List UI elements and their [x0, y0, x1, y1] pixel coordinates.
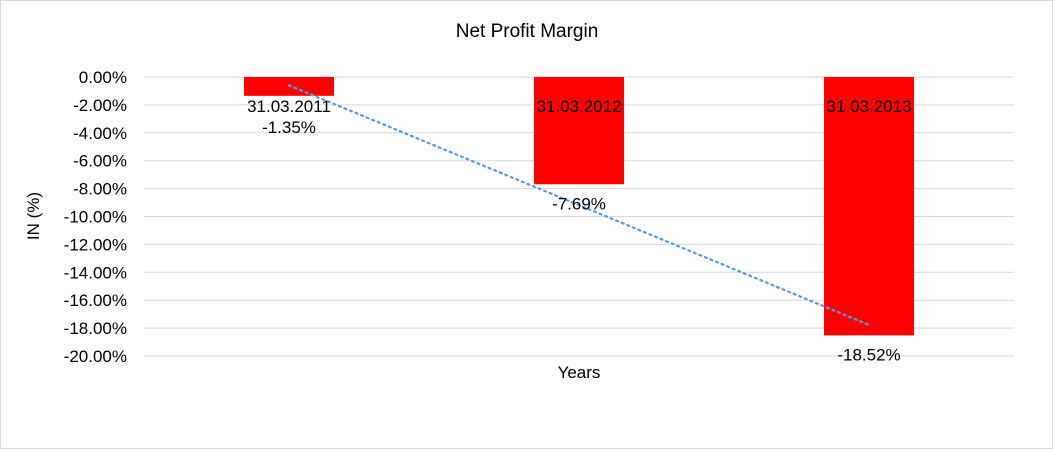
y-tick-label: -10.00%	[64, 208, 127, 227]
y-tick-label: 0.00%	[79, 68, 127, 87]
y-tick-label: -6.00%	[73, 152, 127, 171]
x-axis-label: Years	[558, 363, 601, 382]
y-tick-label: -2.00%	[73, 96, 127, 115]
data-label: -18.52%	[837, 345, 900, 364]
y-axis-label: IN (%)	[24, 192, 43, 240]
data-label: -1.35%	[262, 118, 316, 137]
y-tick-label: -16.00%	[64, 291, 127, 310]
y-tick-label: -18.00%	[64, 319, 127, 338]
y-tick-label: -8.00%	[73, 180, 127, 199]
y-tick-label: -20.00%	[64, 347, 127, 366]
chart-title: Net Profit Margin	[456, 21, 599, 42]
category-label: 31.03.2011	[247, 97, 331, 116]
bar-31.03.2012	[534, 77, 624, 185]
category-label: 31.03.2013	[826, 97, 911, 116]
y-tick-label: -4.00%	[73, 124, 127, 143]
bar-31.03.2013	[824, 77, 914, 336]
data-label: -7.69%	[552, 194, 606, 213]
trendline	[287, 84, 871, 327]
y-tick-label: -12.00%	[64, 235, 127, 254]
category-label: 31.03.2012	[536, 97, 621, 116]
y-tick-label: -14.00%	[64, 263, 127, 282]
